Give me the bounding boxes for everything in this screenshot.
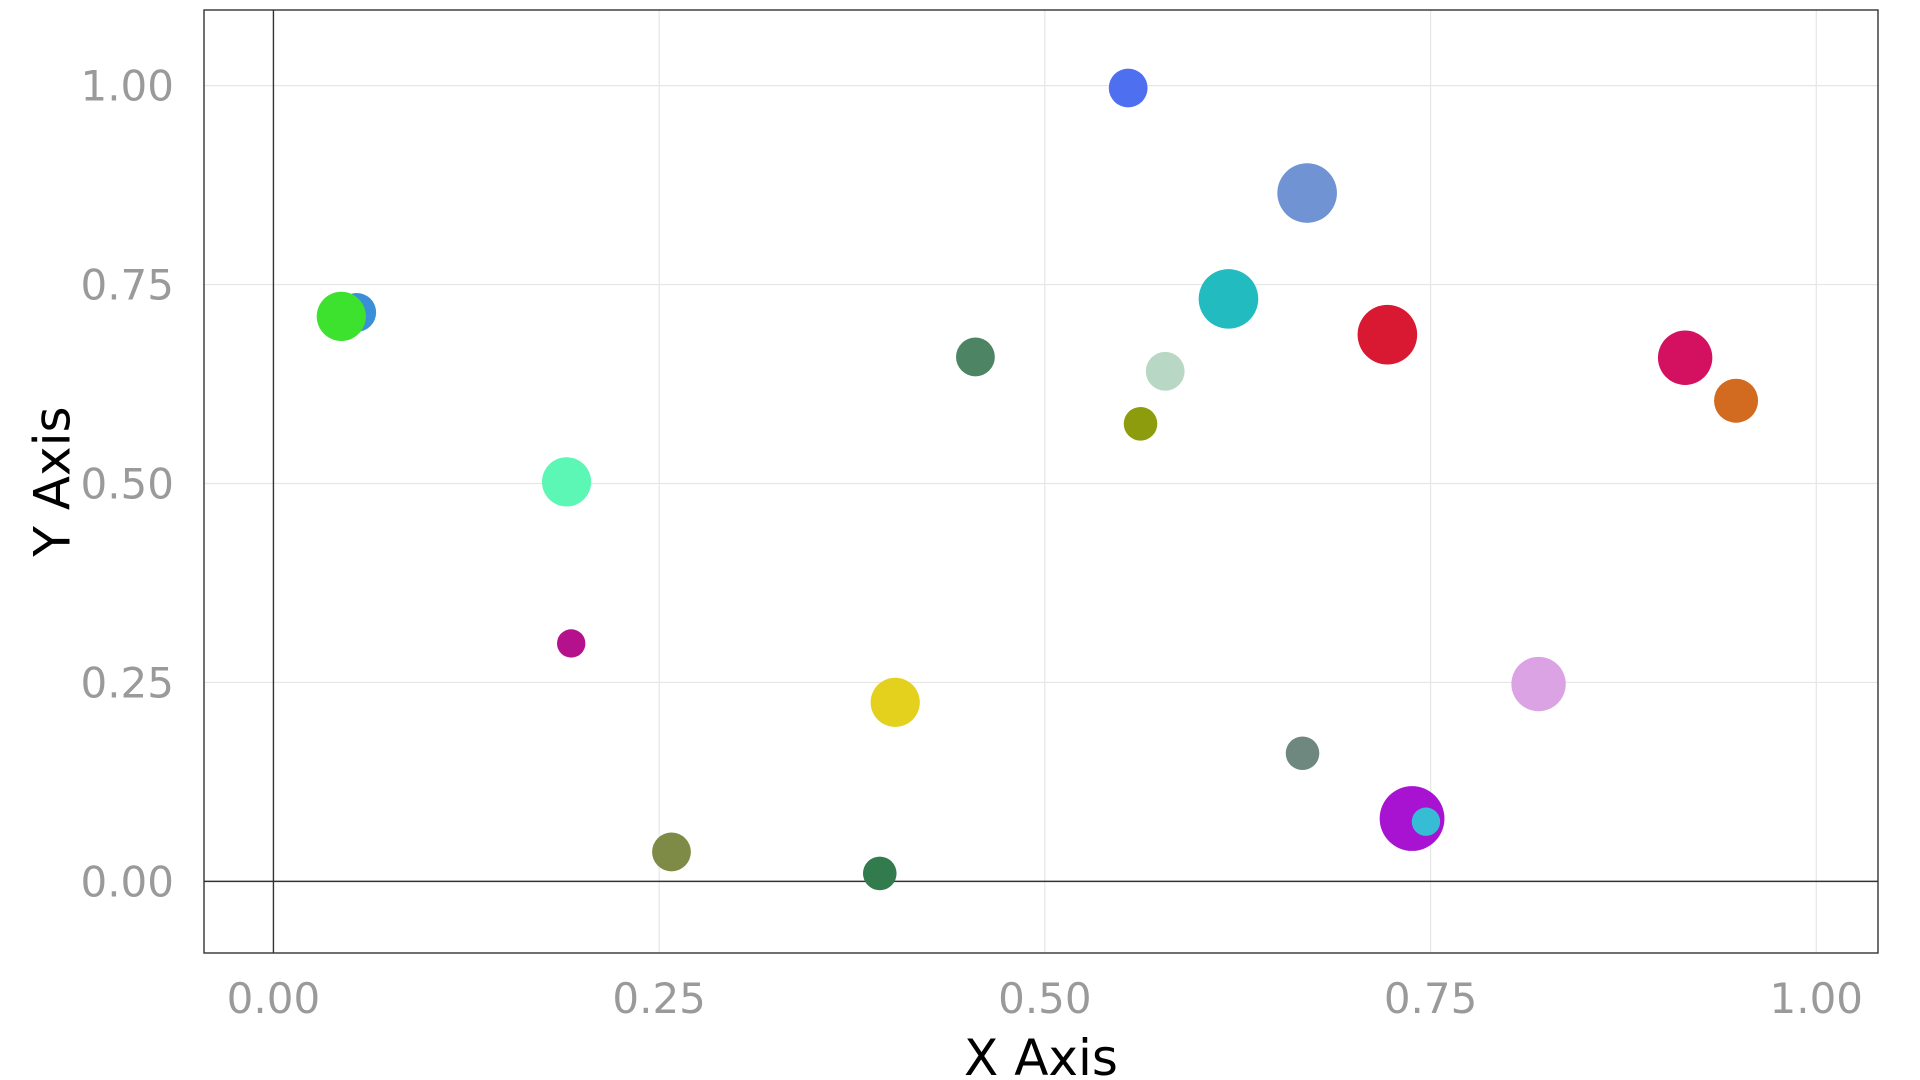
y-tick-label: 0.00 (80, 857, 174, 906)
data-point (541, 457, 592, 507)
x-tick-label: 1.00 (1770, 974, 1864, 1023)
x-tick-label: 0.25 (612, 974, 706, 1023)
data-point (316, 291, 366, 341)
y-tick-label: 0.75 (80, 261, 174, 310)
data-point (1285, 736, 1320, 771)
data-point (557, 629, 586, 658)
plot-frame (203, 9, 1879, 954)
data-point (1511, 656, 1566, 712)
data-point (956, 337, 995, 377)
x-tick-labels: 0.00 0.25 0.50 0.75 1.00 (227, 974, 1863, 1023)
x-tick-label: 0.75 (1384, 974, 1478, 1023)
data-point (652, 832, 691, 872)
data-point (1108, 68, 1148, 108)
x-axis-title: X Axis (964, 1029, 1118, 1080)
data-point (1123, 407, 1158, 441)
x-tick-label: 0.00 (227, 974, 321, 1023)
y-axis-title: Y Axis (24, 406, 82, 557)
y-tick-label: 0.50 (80, 459, 174, 508)
data-point (1198, 269, 1259, 329)
grid-lines (204, 10, 1878, 953)
y-tick-labels: 0.00 0.25 0.50 0.75 1.00 (80, 62, 174, 907)
data-point (1657, 330, 1713, 385)
data-point (1411, 807, 1441, 836)
data-point (1357, 304, 1418, 365)
data-point (870, 677, 920, 727)
y-tick-label: 1.00 (80, 62, 174, 111)
data-point (1277, 163, 1337, 223)
y-tick-label: 0.25 (80, 658, 174, 707)
data-point (862, 856, 897, 891)
data-points (316, 68, 1759, 891)
x-tick-label: 0.50 (998, 974, 1092, 1023)
data-point (1145, 351, 1185, 391)
data-point (1714, 378, 1759, 423)
zero-lines (204, 10, 1878, 953)
